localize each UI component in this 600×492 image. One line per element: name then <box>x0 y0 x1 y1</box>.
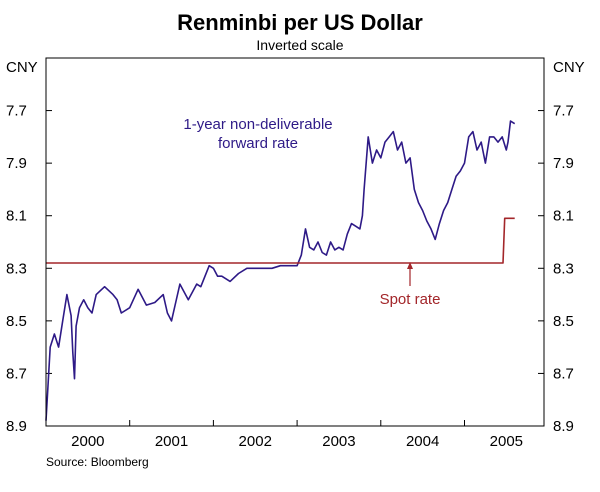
y-tick-label-right: 8.1 <box>553 208 574 225</box>
x-tick-label: 2003 <box>322 433 355 450</box>
x-ticks <box>45 420 545 426</box>
y-tick-label-right: 8.5 <box>553 313 574 330</box>
y-tick-label-left: 8.1 <box>6 208 27 225</box>
y-tick-label-right: 8.7 <box>553 365 574 382</box>
y-tick-label-right: 7.7 <box>553 103 574 120</box>
series-label-forward-line2: forward rate <box>218 135 298 152</box>
y-tick-label-left: 8.5 <box>6 313 27 330</box>
y-tick-label-left: 7.9 <box>6 155 27 172</box>
y-tick-label-left: 7.7 <box>6 103 27 120</box>
plot-frame <box>45 57 545 427</box>
y-unit-right: CNY <box>553 59 585 76</box>
y-tick-label-left: 8.9 <box>6 418 27 435</box>
y-unit-left: CNY <box>6 59 38 76</box>
y-tick-label-right: 7.9 <box>553 155 574 172</box>
x-tick-label: 2004 <box>406 433 439 450</box>
series-line-spot-rate <box>46 217 515 264</box>
y-tick-label-right: 8.9 <box>553 418 574 435</box>
x-tick-label: 2000 <box>71 433 104 450</box>
x-tick-label: 2005 <box>490 433 523 450</box>
chart-subtitle: Inverted scale <box>256 37 343 53</box>
y-tick-label-right: 8.3 <box>553 260 574 277</box>
x-tick-label: 2001 <box>155 433 188 450</box>
series-label-spot: Spot rate <box>380 291 441 308</box>
y-ticks-left: 7.7 7.9 8.1 8.3 8.5 8.7 8.9 <box>6 103 52 435</box>
x-tick-labels: 2000 2001 2002 2003 2004 2005 <box>71 433 523 450</box>
spot-label-arrowhead <box>407 262 413 269</box>
y-tick-label-left: 8.3 <box>6 260 27 277</box>
x-tick-label: 2002 <box>239 433 272 450</box>
source-note: Source: Bloomberg <box>46 455 149 469</box>
series-label-forward-line1: 1-year non-deliverable <box>183 116 332 133</box>
y-tick-label-left: 8.7 <box>6 365 27 382</box>
y-ticks-right: 7.7 7.9 8.1 8.3 8.5 8.7 8.9 <box>538 103 574 435</box>
series-line-forward-rate <box>45 120 516 421</box>
chart-title: Renminbi per US Dollar <box>177 10 423 35</box>
